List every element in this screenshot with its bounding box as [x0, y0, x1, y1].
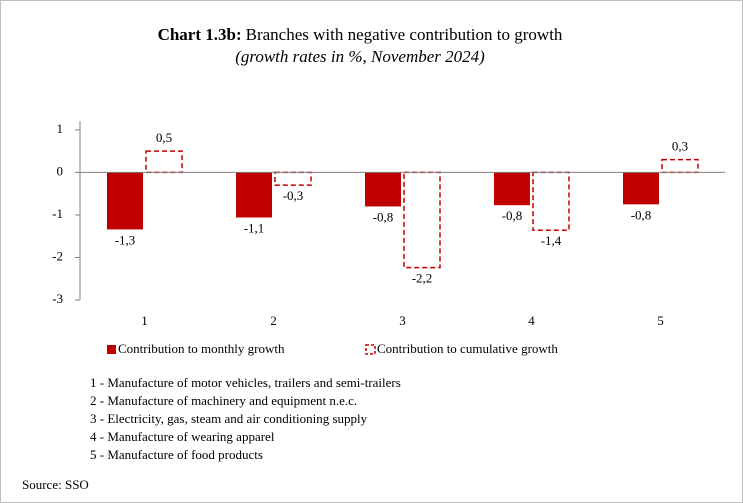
legend-swatch — [107, 345, 116, 354]
bar — [623, 172, 659, 205]
legend-label: Contribution to monthly growth — [118, 341, 285, 356]
value-label: -1,1 — [244, 220, 265, 235]
value-label: -0,8 — [502, 208, 523, 223]
bar — [365, 172, 401, 207]
y-tick-label: -3 — [52, 291, 63, 306]
x-tick-label: 3 — [399, 313, 406, 328]
value-label: -0,8 — [373, 209, 394, 224]
legend-label: Contribution to cumulative growth — [377, 341, 558, 356]
bar — [661, 158, 699, 174]
note: 1 - Manufacture of motor vehicles, trail… — [90, 375, 401, 390]
note: 2 - Manufacture of machinery and equipme… — [90, 393, 357, 408]
value-label: -0,3 — [283, 188, 304, 203]
chart-title: Branches with negative contribution to g… — [246, 25, 563, 44]
bar — [403, 171, 441, 269]
value-label: 0,5 — [156, 130, 172, 145]
chart-subtitle: (growth rates in %, November 2024) — [235, 47, 485, 66]
x-tick-label: 2 — [270, 313, 277, 328]
note: 5 - Manufacture of food products — [90, 447, 263, 462]
bar — [236, 172, 272, 218]
bar — [494, 172, 530, 206]
y-tick-label: 0 — [57, 163, 64, 178]
y-tick-label: -2 — [52, 248, 63, 263]
bar — [532, 171, 570, 232]
title-line: Chart 1.3b: Branches with negative contri… — [158, 25, 563, 44]
x-tick-label: 1 — [141, 313, 148, 328]
x-tick-label: 5 — [657, 313, 664, 328]
legend-swatch — [365, 344, 376, 355]
value-label: -1,4 — [541, 233, 562, 248]
x-tick-label: 4 — [528, 313, 535, 328]
note: 3 - Electricity, gas, steam and air cond… — [90, 411, 368, 426]
value-label: -0,8 — [631, 207, 652, 222]
bar — [274, 171, 312, 186]
note: 4 - Manufacture of wearing apparel — [90, 429, 275, 444]
title-label: Chart 1.3b: — [158, 25, 242, 44]
value-label: 0,3 — [672, 139, 688, 154]
value-label: -2,2 — [412, 271, 433, 286]
bar — [107, 172, 143, 230]
value-label: -1,3 — [115, 232, 136, 247]
y-tick-label: 1 — [57, 121, 64, 136]
source: Source: SSO — [22, 477, 89, 492]
y-tick-label: -1 — [52, 206, 63, 221]
bar — [145, 150, 183, 174]
